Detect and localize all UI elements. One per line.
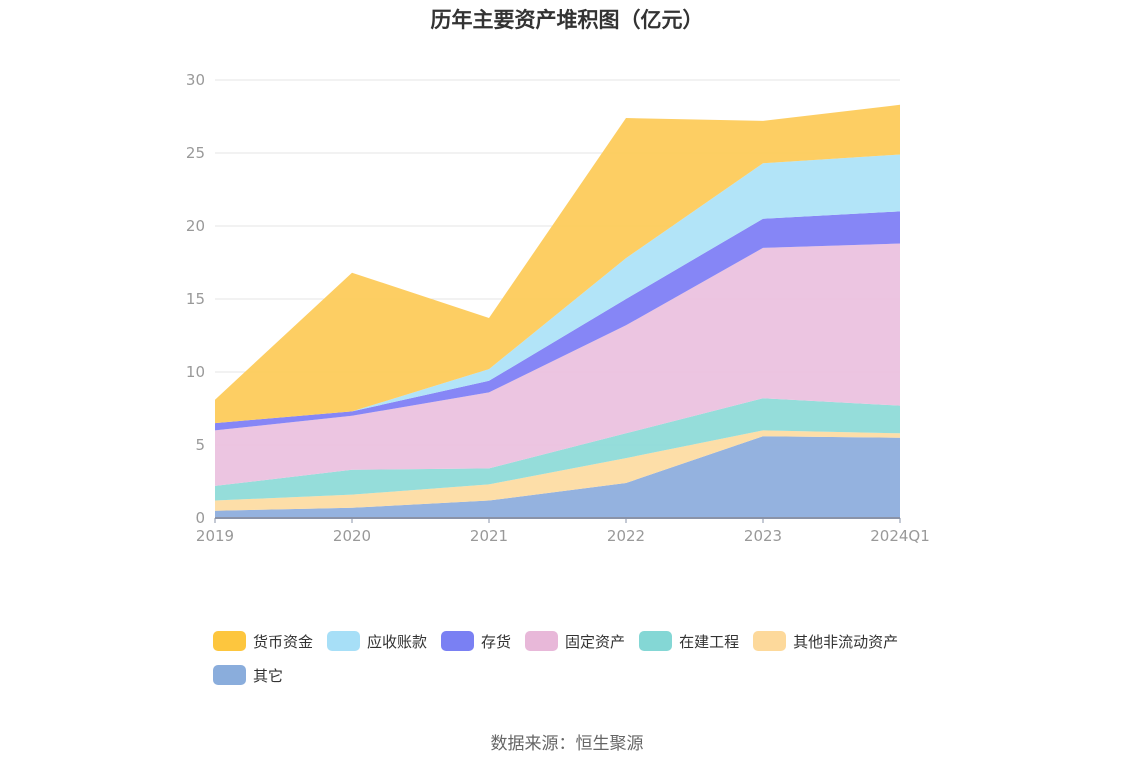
y-tick-label: 10 <box>186 363 205 381</box>
axes: 0 5 10 15 20 25 30 2019 2020 2021 2022 2023 2024Q1 <box>186 71 930 545</box>
y-tick-label: 0 <box>195 509 205 527</box>
legend-swatch <box>525 631 559 651</box>
area-series-2 <box>215 398 900 501</box>
y-tick-label: 30 <box>186 71 205 89</box>
legend-item[interactable]: 其它 <box>213 664 283 686</box>
legend-item[interactable]: 其他非流动资产 <box>753 630 898 652</box>
area-series-group <box>215 104 900 518</box>
legend-label: 其它 <box>253 666 284 685</box>
area-series-0 <box>215 436 900 518</box>
area-series-5 <box>215 154 900 424</box>
x-tick-label: 2022 <box>607 527 645 545</box>
x-tick-label: 2023 <box>744 527 782 545</box>
legend-item[interactable]: 应收账款 <box>327 630 427 652</box>
legend-swatch <box>327 631 361 651</box>
x-tick-label: 2020 <box>333 527 371 545</box>
legend-label: 固定资产 <box>565 632 626 651</box>
legend-label: 货币资金 <box>253 632 314 651</box>
legend-item[interactable]: 固定资产 <box>525 630 625 652</box>
legend-label: 存货 <box>481 632 512 651</box>
y-tick-label: 5 <box>195 436 205 454</box>
stacked-area-chart: 0 5 10 15 20 25 30 2019 2020 2021 2022 2023 2024Q1 <box>186 71 930 545</box>
area-series-1 <box>215 430 900 511</box>
area-series-4 <box>215 211 900 431</box>
y-tick-label: 15 <box>186 290 205 308</box>
x-tick-label: 2021 <box>470 527 508 545</box>
legend-swatch <box>441 631 475 651</box>
data-source-note: 数据来源：恒生聚源 <box>490 734 644 754</box>
legend-label: 在建工程 <box>679 632 740 651</box>
y-tick-label: 25 <box>186 144 205 162</box>
legend-label: 其他非流动资产 <box>793 632 899 651</box>
chart-title: 历年主要资产堆积图（亿元） <box>430 8 704 32</box>
legend-swatch <box>639 631 673 651</box>
legend-swatch <box>213 665 246 685</box>
legend-swatch <box>213 631 246 651</box>
legend-item[interactable]: 货币资金 <box>213 630 313 652</box>
x-tick-label: 2019 <box>196 527 234 545</box>
area-series-6 <box>215 104 900 424</box>
legend-swatch <box>753 631 787 651</box>
y-tick-label: 20 <box>186 217 205 235</box>
x-tick-label: 2024Q1 <box>870 527 930 545</box>
area-series-3 <box>215 243 900 486</box>
legend-label: 应收账款 <box>367 632 428 651</box>
legend: 货币资金 应收账款 存货 固定资产 在建工程 其他非流动资产其它 <box>213 630 973 686</box>
legend-item[interactable]: 在建工程 <box>639 630 739 652</box>
legend-item[interactable]: 存货 <box>441 630 511 652</box>
